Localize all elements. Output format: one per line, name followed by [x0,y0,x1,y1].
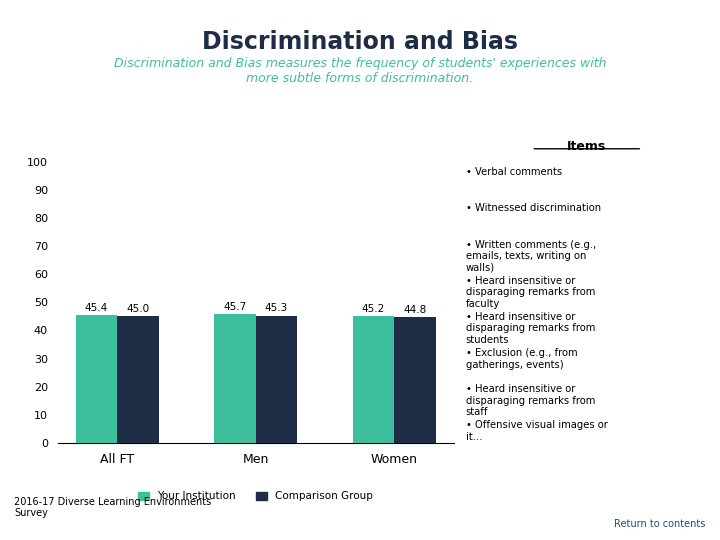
Text: • Exclusion (e.g., from
gatherings, events): • Exclusion (e.g., from gatherings, even… [466,348,577,369]
Text: • Heard insensitive or
disparaging remarks from
faculty: • Heard insensitive or disparaging remar… [466,275,595,309]
Legend: Your Institution, Comparison Group: Your Institution, Comparison Group [134,487,377,505]
Text: • Offensive visual images or
it...: • Offensive visual images or it... [466,420,608,442]
Text: 45.7: 45.7 [223,302,246,312]
Text: Return to contents: Return to contents [614,519,706,529]
Text: HERI: HERI [3,19,62,40]
Text: 44.8: 44.8 [403,305,426,315]
Text: • Heard insensitive or
disparaging remarks from
students: • Heard insensitive or disparaging remar… [466,312,595,345]
Bar [353,316,394,443]
Text: • Heard insensitive or
disparaging remarks from
staff: • Heard insensitive or disparaging remar… [466,384,595,417]
Bar [214,314,256,443]
Bar [76,315,117,443]
Text: Discrimination and Bias: Discrimination and Bias [202,30,518,53]
Text: 2016-17 Diverse Learning Environments
Survey: 2016-17 Diverse Learning Environments Su… [14,497,212,518]
Text: 45.2: 45.2 [361,303,385,314]
Text: • Verbal comments: • Verbal comments [466,167,562,177]
Bar [394,317,436,443]
Text: Discrimination and Bias measures the frequency of students' experiences with
mor: Discrimination and Bias measures the fre… [114,57,606,85]
Text: 45.4: 45.4 [85,303,108,313]
Text: 45.3: 45.3 [265,303,288,313]
Text: • Witnessed discrimination: • Witnessed discrimination [466,204,601,213]
Text: • Written comments (e.g.,
emails, texts, writing on
walls): • Written comments (e.g., emails, texts,… [466,240,596,273]
Text: Items: Items [567,140,606,153]
Bar [117,316,158,443]
Text: 45.0: 45.0 [126,304,150,314]
Bar [256,315,297,443]
